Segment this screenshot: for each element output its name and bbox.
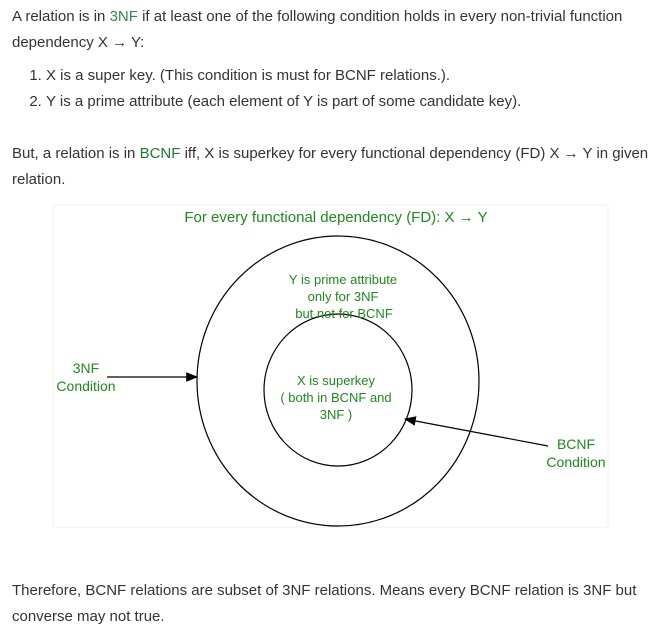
left-label-line: 3NF bbox=[73, 360, 99, 376]
inner-label-line: 3NF ) bbox=[320, 407, 353, 422]
list-item: X is a super key. (This condition is mus… bbox=[46, 63, 521, 89]
intro-paragraph: A relation is in 3NF if at least one of … bbox=[12, 8, 623, 51]
inner-label-line: ( both in BCNF and bbox=[280, 390, 391, 405]
right-label-line: BCNF bbox=[557, 436, 595, 452]
bcnf-paragraph: But, a relation is in BCNF iff, X is sup… bbox=[12, 145, 649, 188]
conditions-list: X is a super key. (This condition is mus… bbox=[12, 63, 521, 115]
outer-label-line: Y is prime attribute bbox=[289, 272, 397, 287]
outer-label-line: but not for BCNF bbox=[295, 306, 393, 321]
list-item: Y is a prime attribute (each element of … bbox=[46, 89, 521, 115]
inner-circle-bcnf bbox=[263, 313, 413, 467]
term-3nf: 3NF bbox=[109, 8, 138, 25]
conclusion-paragraph: Therefore, BCNF relations are subset of … bbox=[12, 582, 637, 625]
left-label-line: Condition bbox=[56, 378, 115, 394]
diagram-title: For every functional dependency (FD): X … bbox=[184, 209, 487, 226]
outer-label-line: only for 3NF bbox=[308, 289, 379, 304]
arrow-bcnf bbox=[403, 416, 549, 447]
figure-frame bbox=[52, 204, 609, 528]
inner-label-line: X is superkey bbox=[297, 373, 376, 388]
right-label-line: Condition bbox=[546, 454, 605, 470]
term-bcnf: BCNF bbox=[139, 145, 181, 162]
